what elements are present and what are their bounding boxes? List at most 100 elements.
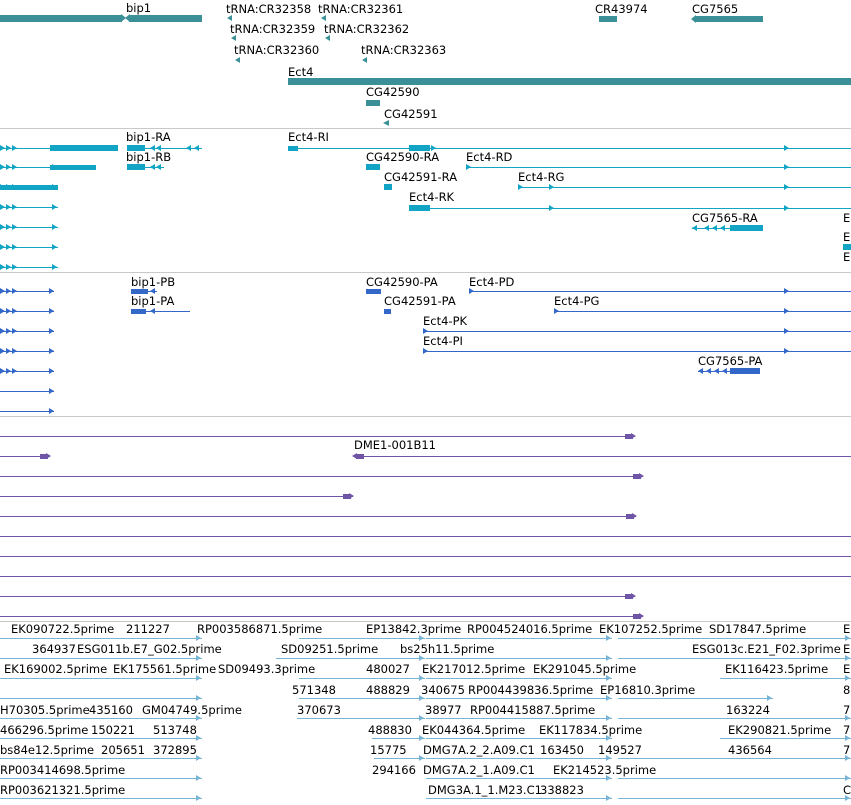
feature-exon[interactable]: [288, 145, 298, 151]
gene-label-bip1[interactable]: bip1: [126, 1, 152, 15]
gene-label-ect4[interactable]: Ect4: [288, 65, 314, 79]
feature-exon[interactable]: [625, 433, 633, 439]
est-label[interactable]: EP16810.3prime: [600, 683, 696, 697]
gene-label-trna-cr32363[interactable]: tRNA:CR32363: [361, 43, 447, 57]
feature-line[interactable]: [127, 167, 164, 168]
feature-line[interactable]: [426, 778, 612, 779]
feature-line[interactable]: [0, 778, 202, 779]
est-label[interactable]: 205651: [101, 743, 145, 757]
gene-label-trna-cr32362[interactable]: tRNA:CR32362: [324, 22, 410, 36]
feature-line[interactable]: [426, 758, 612, 759]
feature-line[interactable]: [0, 718, 202, 719]
est-label[interactable]: RP003586871.5prime: [197, 622, 323, 636]
feature-exon[interactable]: [127, 145, 145, 151]
transcript-label-ect4-rk[interactable]: Ect4-RK: [409, 190, 455, 204]
est-label[interactable]: 150221: [91, 723, 135, 737]
feature-exon[interactable]: [366, 164, 380, 170]
est-label[interactable]: EK291045.5prime: [533, 662, 637, 676]
feature-line[interactable]: [426, 718, 612, 719]
gene-label-trna-cr32358[interactable]: tRNA:CR32358: [226, 2, 312, 16]
gene-feature-cg42590[interactable]: [366, 100, 380, 106]
feature-line[interactable]: [0, 758, 202, 759]
est-label[interactable]: 488830: [368, 723, 412, 737]
feature-exon[interactable]: [356, 453, 364, 459]
gene-feature-ect4[interactable]: [288, 78, 851, 85]
feature-line[interactable]: [618, 798, 851, 799]
feature-line[interactable]: [0, 638, 202, 639]
transcript-label-bip1-ra[interactable]: bip1-RA: [126, 130, 171, 144]
feature-line[interactable]: [354, 456, 851, 457]
est-label[interactable]: 163450: [540, 743, 584, 757]
feature-line[interactable]: [618, 658, 851, 659]
feature-line[interactable]: [698, 371, 760, 372]
feature-exon[interactable]: [633, 473, 641, 479]
est-label[interactable]: 294166: [372, 763, 416, 777]
feature-line[interactable]: [0, 291, 54, 292]
feature-line[interactable]: [288, 148, 851, 149]
alignment-label-dme1-001b11[interactable]: DME1-001B11: [354, 438, 436, 452]
protein-label-cg42590-pa[interactable]: CG42590-PA: [366, 275, 438, 289]
feature-line[interactable]: [409, 208, 851, 209]
feature-exon[interactable]: [50, 145, 118, 151]
feature-exon[interactable]: [730, 368, 760, 374]
feature-line[interactable]: [618, 758, 851, 759]
est-label[interactable]: bs84e12.5prime: [0, 743, 95, 757]
feature-line[interactable]: [469, 291, 851, 292]
est-label[interactable]: 340675: [421, 683, 465, 697]
est-label[interactable]: EK107252.5prime: [599, 622, 703, 636]
est-label[interactable]: SD17847.5prime: [709, 622, 807, 636]
gene-label-cg42590[interactable]: CG42590: [366, 85, 420, 99]
est-label[interactable]: EK217012.5prime: [422, 662, 526, 676]
est-label[interactable]: RP004439836.5prime: [468, 683, 594, 697]
est-label[interactable]: SD09251.5prime: [281, 642, 379, 656]
feature-line[interactable]: [426, 658, 612, 659]
est-label[interactable]: RP003414698.5prime: [0, 763, 126, 777]
feature-line[interactable]: [0, 227, 58, 228]
feature-line[interactable]: [426, 738, 612, 739]
est-label[interactable]: EK117834.5prime: [539, 723, 643, 737]
protein-label-ect4-pi[interactable]: Ect4-PI: [423, 334, 463, 348]
est-label[interactable]: EP13842.3prime: [366, 622, 462, 636]
est-label[interactable]: EK116423.5prime: [725, 662, 829, 676]
feature-line[interactable]: [0, 596, 635, 597]
gene-feature-bip1-left[interactable]: [0, 15, 122, 22]
feature-line[interactable]: [423, 331, 851, 332]
transcript-label-edge-1[interactable]: E: [843, 211, 851, 225]
est-label[interactable]: SD09493.3prime: [218, 662, 316, 676]
est-label[interactable]: 571348: [292, 683, 336, 697]
protein-label-cg7565-pa[interactable]: CG7565-PA: [698, 354, 763, 368]
feature-line[interactable]: [0, 456, 50, 457]
est-label[interactable]: DMG7A.2_2.A09.C1: [423, 743, 535, 757]
est-label[interactable]: 163224: [726, 703, 770, 717]
est-label[interactable]: 480027: [366, 662, 410, 676]
est-label[interactable]: RP004524016.5prime: [467, 622, 593, 636]
feature-line[interactable]: [299, 678, 425, 679]
est-label[interactable]: EK090722.5prime: [11, 622, 115, 636]
gene-feature-bip1[interactable]: [129, 15, 202, 22]
transcript-label-cg42590-ra[interactable]: CG42590-RA: [366, 150, 440, 164]
gene-label-trna-cr32360[interactable]: tRNA:CR32360: [234, 43, 320, 57]
est-label[interactable]: ESG013c.E21_F02.3prime: [692, 642, 841, 656]
est-label[interactable]: E: [843, 662, 851, 676]
gene-feature-cg7565[interactable]: [696, 16, 763, 22]
feature-line[interactable]: [0, 616, 643, 617]
gene-label-trna-cr32359[interactable]: tRNA:CR32359: [230, 22, 316, 36]
feature-line[interactable]: [0, 247, 58, 248]
feature-line[interactable]: [0, 331, 54, 332]
protein-label-ect4-pg[interactable]: Ect4-PG: [554, 294, 600, 308]
feature-line[interactable]: [692, 228, 763, 229]
feature-line[interactable]: [299, 638, 425, 639]
est-label[interactable]: GM04749.5prime: [142, 703, 242, 717]
feature-exon[interactable]: [131, 308, 146, 314]
protein-label-bip1-pb[interactable]: bip1-PB: [131, 275, 176, 289]
feature-line[interactable]: [0, 516, 636, 517]
feature-line[interactable]: [0, 311, 54, 312]
feature-line[interactable]: [0, 556, 851, 557]
feature-line[interactable]: [0, 436, 635, 437]
est-label[interactable]: DMG7A.2_1.A09.C1: [423, 763, 535, 777]
feature-line[interactable]: [0, 738, 202, 739]
feature-line[interactable]: [466, 167, 851, 168]
feature-line[interactable]: [426, 798, 612, 799]
feature-line[interactable]: [372, 738, 425, 739]
est-label[interactable]: 466296.5prime: [0, 723, 89, 737]
